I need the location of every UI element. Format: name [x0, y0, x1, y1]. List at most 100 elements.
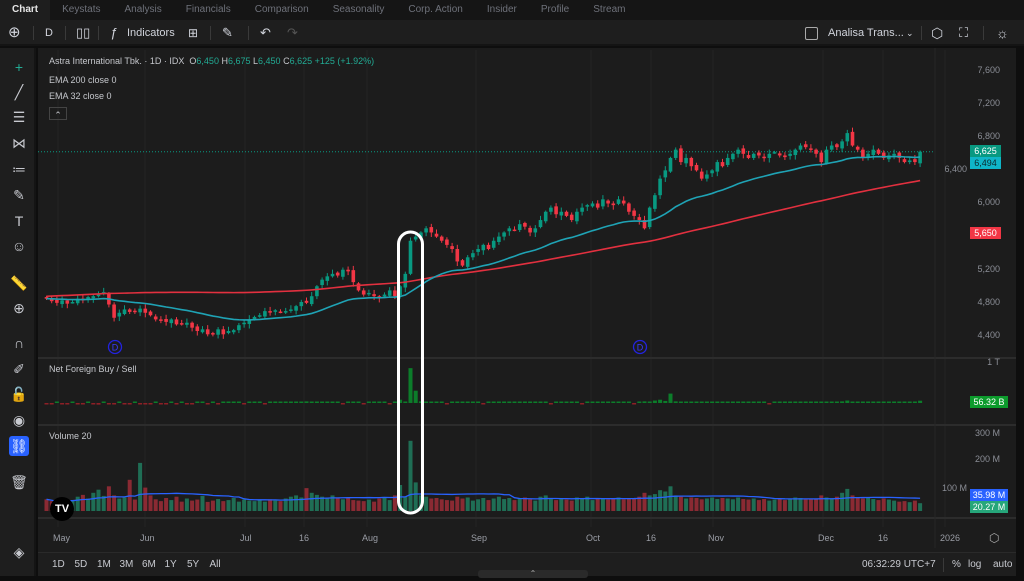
foreign-bar	[153, 401, 158, 403]
candle-body	[471, 253, 475, 258]
volume-bar	[569, 500, 574, 511]
volume-bar	[491, 498, 496, 511]
tab-stream[interactable]: Stream	[593, 4, 626, 15]
tab-chart[interactable]: Chart	[0, 0, 51, 20]
foreign-bar	[507, 401, 512, 403]
volume-bar	[829, 498, 834, 511]
trash-icon[interactable]: 🗑	[10, 474, 28, 490]
ruler-icon[interactable]: 📏	[10, 275, 28, 291]
ema200-legend[interactable]: EMA 200 close 0	[49, 75, 117, 85]
close-value: 6,625	[289, 56, 313, 66]
candle-body	[138, 308, 142, 313]
foreign-bar	[325, 401, 330, 403]
foreign-bar	[86, 401, 91, 403]
time-label: Jul	[240, 533, 252, 543]
volume-bar	[351, 500, 356, 511]
range-5y[interactable]: 5Y	[187, 559, 200, 570]
tab-seasonality[interactable]: Seasonality	[332, 4, 385, 15]
volume-bar	[179, 501, 184, 511]
crosshair-icon[interactable]: +	[14, 59, 24, 75]
fullscreen-icon[interactable]: ⛶	[959, 25, 969, 40]
range-1y[interactable]: 1Y	[164, 559, 177, 570]
text-icon[interactable]: T	[14, 213, 24, 229]
brush-icon[interactable]: ✎	[13, 187, 25, 203]
volume-bar	[174, 496, 179, 511]
percent-toggle[interactable]: %	[952, 559, 961, 570]
trendline-icon[interactable]: ╱	[14, 84, 24, 100]
volume-bar	[886, 499, 891, 511]
foreign-bar	[621, 401, 626, 403]
tab-corp-action[interactable]: Corp. Action	[408, 4, 463, 15]
foreign-bar	[559, 401, 564, 403]
lock-drawing-icon[interactable]: ✐	[13, 361, 25, 377]
range-1d[interactable]: 1D	[52, 559, 65, 570]
candle-body	[772, 152, 777, 154]
tab-analysis[interactable]: Analysis	[124, 4, 162, 15]
horizontal-lines-icon[interactable]: ☰	[12, 109, 26, 125]
undo-icon[interactable]: ↶	[260, 25, 271, 40]
volume-bar	[424, 496, 429, 511]
foreign-bar	[49, 403, 54, 405]
foreign-bar	[148, 403, 153, 405]
tab-keystats[interactable]: Keystats	[62, 4, 101, 15]
foreign-bar	[642, 401, 647, 403]
zoom-in-icon[interactable]: ⊕	[13, 300, 25, 316]
range-3m[interactable]: 3M	[119, 559, 134, 570]
volume-bar	[834, 496, 839, 511]
foreign-bar	[512, 401, 517, 403]
auto-toggle[interactable]: auto	[993, 559, 1013, 570]
range-5d[interactable]: 5D	[74, 559, 88, 570]
foreign-bar	[320, 401, 325, 403]
collapse-legend-button[interactable]: ⌃	[49, 107, 67, 120]
foreign-bar	[684, 401, 689, 403]
volume-bar	[611, 498, 616, 511]
interval-button[interactable]: D	[45, 27, 53, 39]
axis-settings-icon[interactable]: ⬡	[989, 531, 1000, 545]
candle-type-icon[interactable]: ▯▯	[76, 25, 91, 40]
tab-insider[interactable]: Insider	[486, 4, 517, 15]
tab-comparison[interactable]: Comparison	[254, 4, 309, 15]
candle-body	[502, 232, 506, 237]
ema200-line	[46, 179, 921, 298]
clock[interactable]: 06:32:29 UTC+7	[862, 559, 936, 570]
expand-panel-handle[interactable]: ⌃	[478, 570, 588, 578]
foreign-bar	[314, 401, 319, 403]
magnet-icon[interactable]: ∩	[13, 335, 25, 351]
range-1m[interactable]: 1M	[97, 559, 111, 570]
chevron-down-icon[interactable]: ⌄	[906, 28, 914, 38]
pattern-icon[interactable]: ⋈	[12, 135, 26, 151]
dividend-marker-label: D	[112, 343, 119, 353]
layouts-icon[interactable]: ⊞	[188, 26, 199, 40]
indicators-button[interactable]: Indicators	[127, 27, 175, 39]
emoji-icon[interactable]: ☺	[11, 238, 27, 254]
range-6m[interactable]: 6M	[142, 559, 156, 570]
foreign-bar	[283, 401, 288, 403]
analysis-select[interactable]: Analisa Trans...	[828, 27, 904, 39]
analysis-checkbox[interactable]	[805, 27, 818, 40]
time-label: Jun	[140, 533, 155, 543]
log-toggle[interactable]: log	[968, 559, 982, 570]
eye-icon[interactable]: ◉	[12, 412, 26, 428]
candle-body	[694, 164, 699, 171]
redo-icon[interactable]: ↷	[287, 25, 298, 40]
foreign-bar	[450, 401, 455, 403]
fib-icon[interactable]: ≔	[12, 161, 26, 177]
range-all[interactable]: All	[209, 559, 221, 570]
candle-body	[96, 294, 101, 297]
settings-icon[interactable]: ⬡	[931, 25, 944, 41]
layers-icon[interactable]: ◈	[13, 544, 25, 560]
tab-profile[interactable]: Profile	[540, 4, 570, 15]
foreign-bar	[190, 403, 195, 405]
volume-bar	[112, 495, 117, 511]
indicators-icon[interactable]: ƒ	[110, 25, 118, 40]
ema32-legend[interactable]: EMA 32 close 0	[49, 91, 112, 101]
time-label: 16	[646, 533, 657, 543]
drawing-brush-icon[interactable]: ✎	[222, 25, 233, 40]
lock-icon[interactable]: 🔓	[10, 386, 28, 402]
tab-financials[interactable]: Financials	[185, 4, 231, 15]
theme-sun-icon[interactable]: ☼	[996, 25, 1009, 41]
link-icon[interactable]: ⛓	[9, 436, 29, 456]
foreign-bar	[751, 401, 756, 403]
add-symbol-icon[interactable]: ⊕	[8, 24, 21, 41]
foreign-bar	[746, 401, 751, 403]
